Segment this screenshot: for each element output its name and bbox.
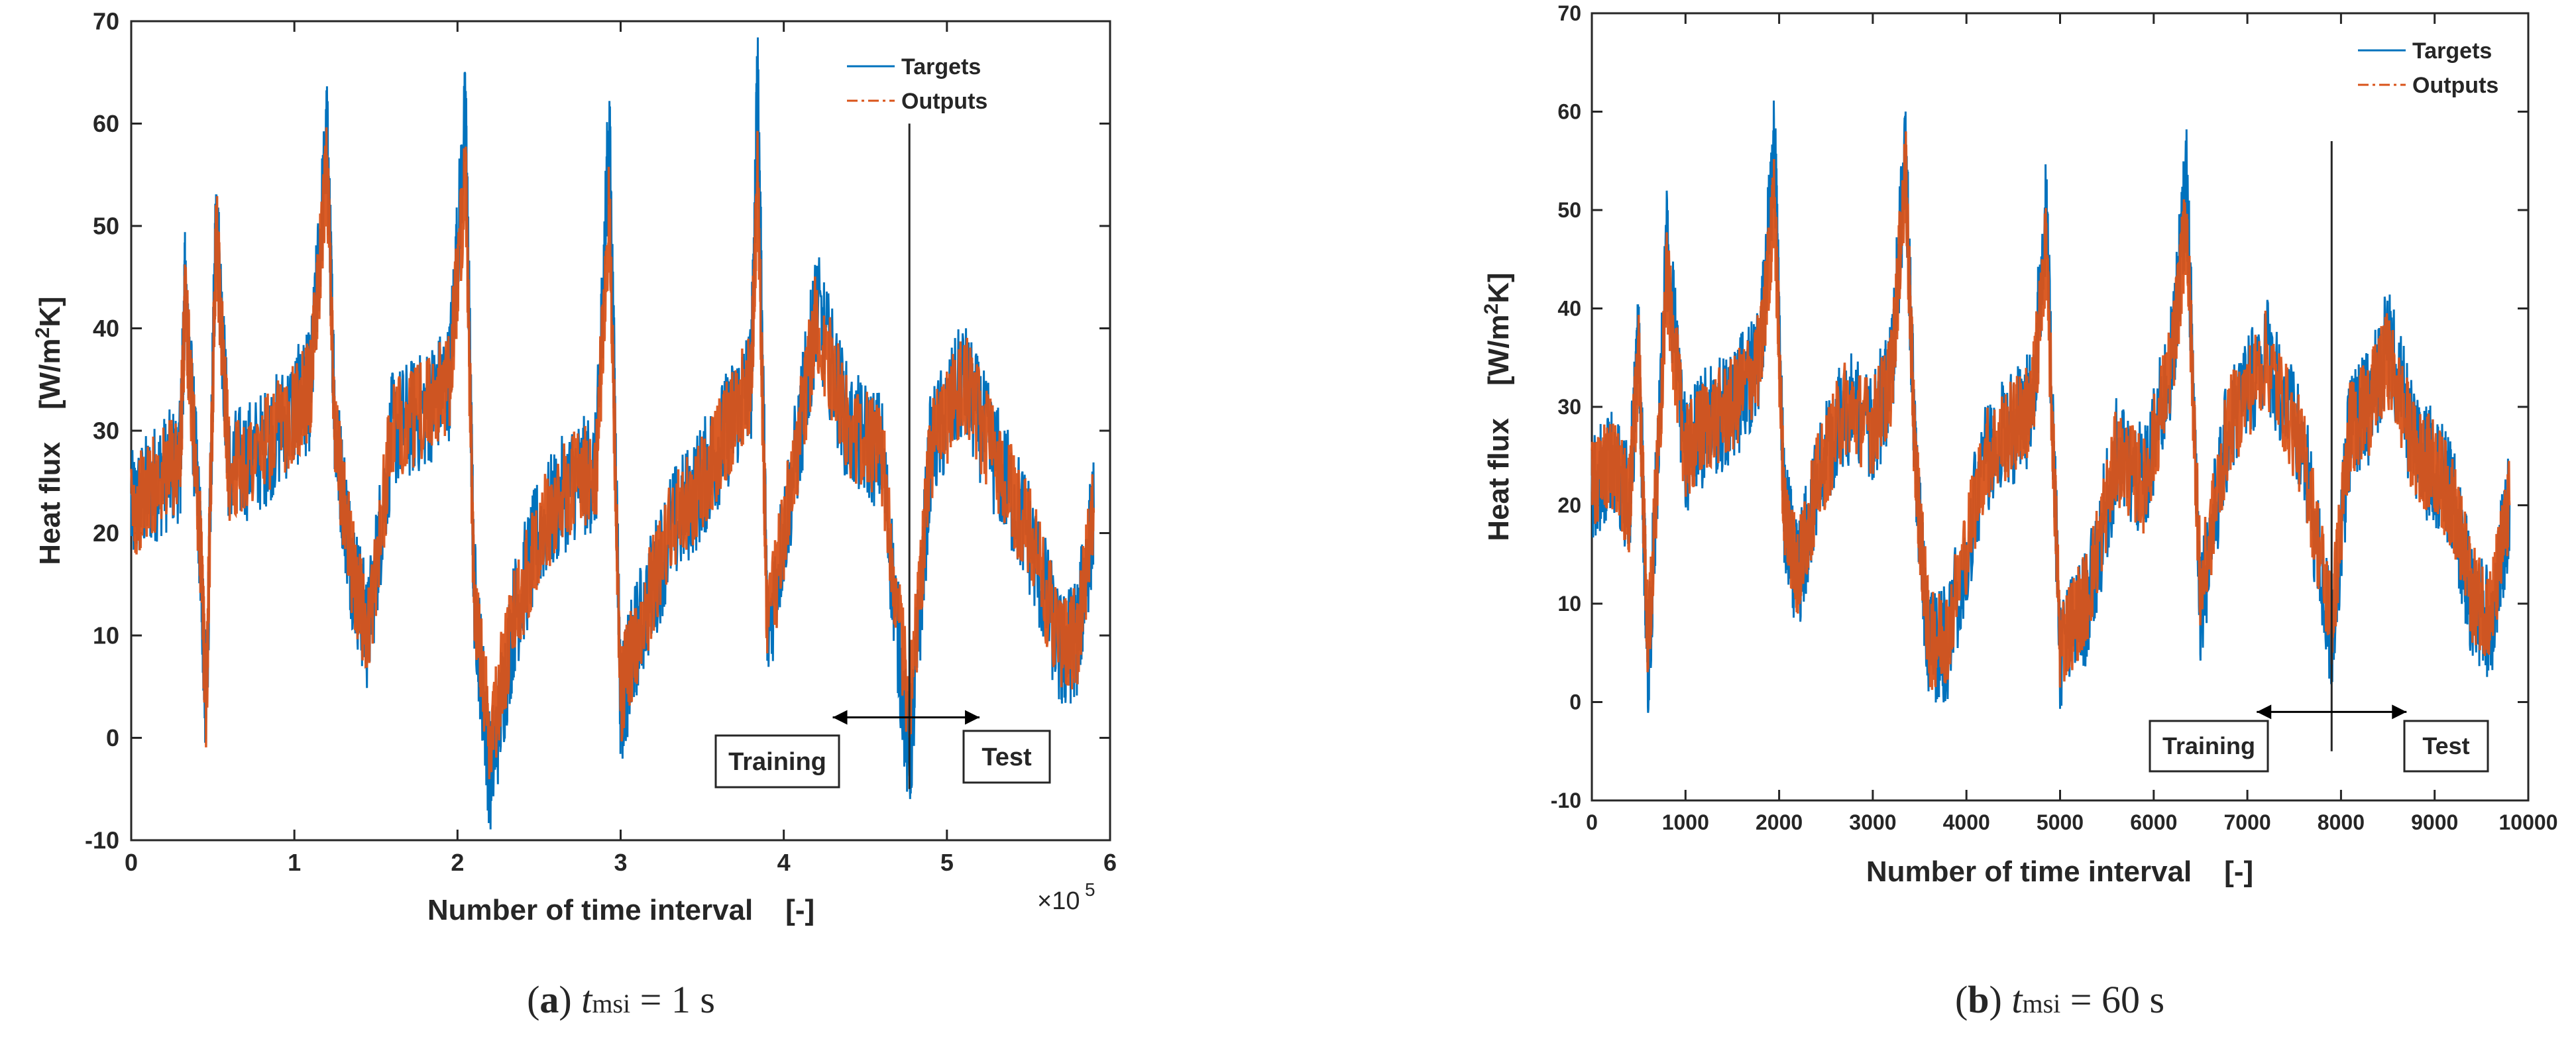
x-tick-label: 0 <box>125 849 138 876</box>
y-tick-label: 10 <box>93 622 119 649</box>
y-axis-ticks: -10 0 10 20 30 40 50 60 70 <box>85 8 1110 854</box>
x-multiplier-exponent: 5 <box>1085 879 1095 900</box>
series-outputs-line <box>130 127 1095 780</box>
x-axis-ticks: 0 1 2 3 4 5 6 <box>125 21 1117 876</box>
series-group <box>130 37 1095 830</box>
caption-t: t <box>581 978 593 1021</box>
caption-sub: msi <box>592 989 630 1018</box>
y-tick-label: -10 <box>1551 789 1581 812</box>
y-axis-label: Heat flux [W/m2K] <box>1481 272 1515 541</box>
x-tick-label: 5 <box>940 849 954 876</box>
caption-value: = 1 s <box>630 978 715 1021</box>
y-axis-label-main: Heat flux [W/m <box>34 338 66 565</box>
x-tick-label: 4000 <box>1943 810 1990 834</box>
test-label: Test <box>2422 732 2469 759</box>
y-tick-label: 40 <box>1557 297 1581 321</box>
y-tick-label: 20 <box>1557 494 1581 518</box>
training-label-box: Training <box>2149 720 2269 773</box>
training-label-box: Training <box>714 734 840 789</box>
x-tick-label: 2000 <box>1756 810 1803 834</box>
y-axis-label-sup: 2 <box>1481 303 1502 315</box>
y-tick-label: 0 <box>1569 690 1581 714</box>
test-label-box: Test <box>962 730 1051 784</box>
x-tick-label: 1 <box>288 849 301 876</box>
y-tick-label: 20 <box>93 520 119 547</box>
x-tick-label: 6000 <box>2130 810 2177 834</box>
panel-caption: (b) tmsi = 60 s <box>1955 978 2164 1021</box>
x-tick-label: 5000 <box>2037 810 2084 834</box>
x-tick-label: 1000 <box>1662 810 1709 834</box>
x-tick-label: 4 <box>777 849 791 876</box>
training-label: Training <box>2162 732 2255 759</box>
x-axis-multiplier: ×10 5 <box>1037 879 1095 915</box>
caption-letter: a <box>539 978 559 1021</box>
caption-letter: b <box>1968 978 1989 1021</box>
x-tick-label: 2 <box>451 849 464 876</box>
x-tick-label: 6 <box>1103 849 1117 876</box>
arrow-head-left <box>2257 704 2272 720</box>
x-multiplier-base: ×10 <box>1037 887 1080 915</box>
y-axis-label-tail: K] <box>1483 272 1515 303</box>
series-outputs-line <box>1591 131 2511 690</box>
y-tick-label: 30 <box>93 417 119 445</box>
x-tick-label: 0 <box>1586 810 1598 834</box>
x-tick-label: 7000 <box>2224 810 2271 834</box>
y-axis-label-main: Heat flux [W/m <box>1483 314 1515 541</box>
x-axis-label: Number of time interval [-] <box>427 894 814 926</box>
series-group <box>1591 100 2511 713</box>
y-tick-label: 0 <box>106 724 119 751</box>
y-tick-label: 40 <box>93 315 119 342</box>
legend-targets-label: Targets <box>901 54 981 80</box>
legend: Targets Outputs <box>2358 38 2498 98</box>
y-axis-label-tail: K] <box>34 296 66 327</box>
x-tick-label: 3 <box>614 849 627 876</box>
x-tick-label: 8000 <box>2318 810 2365 834</box>
y-tick-label: -10 <box>85 827 119 854</box>
y-axis-label-sup: 2 <box>32 327 54 339</box>
y-axis-ticks: -10 0 10 20 30 40 50 60 70 <box>1551 1 2528 812</box>
y-tick-label: 50 <box>93 213 119 240</box>
legend-outputs-label: Outputs <box>901 89 987 114</box>
test-label-box: Test <box>2403 720 2489 773</box>
x-tick-label: 3000 <box>1849 810 1896 834</box>
panel-caption: (a) tmsi = 1 s <box>527 978 715 1021</box>
caption-value: = 60 s <box>2060 978 2164 1021</box>
x-axis-ticks: 0 1000 2000 3000 4000 5000 6000 7000 8000 9000 100… <box>1586 13 2557 834</box>
legend: Targets Outputs <box>847 54 987 114</box>
y-tick-label: 70 <box>93 8 119 35</box>
split-arrow <box>2257 704 2407 720</box>
legend-outputs-label: Outputs <box>2412 73 2498 98</box>
x-tick-label: 9000 <box>2411 810 2458 834</box>
caption-sub: msi <box>2022 989 2060 1018</box>
y-tick-label: 50 <box>1557 198 1581 222</box>
caption-t: t <box>2011 978 2023 1021</box>
x-tick-label: 10000 <box>2499 810 2558 834</box>
test-label: Test <box>981 743 1032 771</box>
y-tick-label: 60 <box>93 110 119 137</box>
arrow-head-right <box>2392 704 2407 720</box>
x-axis-label: Number of time interval [-] <box>1866 855 2253 888</box>
y-tick-label: 60 <box>1557 100 1581 124</box>
y-tick-label: 30 <box>1557 395 1581 419</box>
training-label: Training <box>728 748 826 776</box>
y-tick-label: 10 <box>1557 592 1581 616</box>
y-tick-label: 70 <box>1557 1 1581 25</box>
y-axis-label: Heat flux [W/m2K] <box>32 296 66 565</box>
legend-targets-label: Targets <box>2412 38 2492 64</box>
split-arrow <box>832 710 980 725</box>
arrow-head-right <box>965 710 980 725</box>
arrow-head-left <box>832 710 848 725</box>
